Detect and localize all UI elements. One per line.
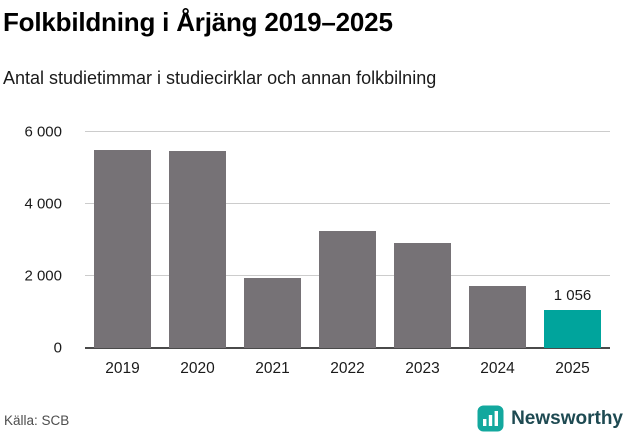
bar-chart: 0 2 000 4 000 6 000 1 056 <box>0 124 631 357</box>
x-tick-label: 2025 <box>555 360 590 377</box>
x-axis: 2019 2020 2021 2022 2023 2024 2025 <box>85 360 610 378</box>
y-tick-label: 2 000 <box>24 267 62 285</box>
x-tick-label: 2022 <box>330 360 365 377</box>
bar-2022[interactable] <box>319 230 376 348</box>
bars: 1 056 <box>85 132 610 348</box>
x-tick-label: 2023 <box>405 360 440 377</box>
bar-2024[interactable] <box>469 285 526 348</box>
bar-column <box>460 132 535 348</box>
y-axis: 0 2 000 4 000 6 000 <box>0 124 62 357</box>
page-title: Folkbildning i Årjäng 2019–2025 <box>3 7 393 37</box>
chart-subtitle: Antal studietimmar i studiecirklar och a… <box>3 68 437 88</box>
bar-column <box>85 132 160 348</box>
bar-column <box>385 132 460 348</box>
data-label: 1 056 <box>553 286 592 304</box>
bar-2021[interactable] <box>244 277 301 348</box>
brand-name: Newsworthy <box>511 407 623 429</box>
x-tick-label: 2019 <box>105 360 140 377</box>
bar-column <box>160 132 235 348</box>
y-tick-label: 0 <box>53 339 62 357</box>
gridline <box>85 131 610 132</box>
x-tick-label: 2024 <box>480 360 515 377</box>
x-tick-label: 2021 <box>255 360 290 377</box>
bar-2019[interactable] <box>94 150 151 348</box>
y-tick-label: 4 000 <box>24 195 62 213</box>
plot-area: 1 056 <box>85 131 610 349</box>
y-tick-label: 6 000 <box>24 123 62 141</box>
bar-column <box>235 132 310 348</box>
newsworthy-icon <box>477 405 504 432</box>
bar-column: 1 056 <box>535 132 610 348</box>
zero-line <box>85 347 610 349</box>
bar-2025[interactable]: 1 056 <box>544 287 601 348</box>
gridline <box>85 203 610 205</box>
bar-column <box>310 132 385 348</box>
bar-2020[interactable] <box>169 151 226 348</box>
bar-2023[interactable] <box>394 242 451 348</box>
source-note: Källa: SCB <box>4 413 70 428</box>
brand-logo: Newsworthy <box>477 405 623 432</box>
x-tick-label: 2020 <box>180 360 215 377</box>
